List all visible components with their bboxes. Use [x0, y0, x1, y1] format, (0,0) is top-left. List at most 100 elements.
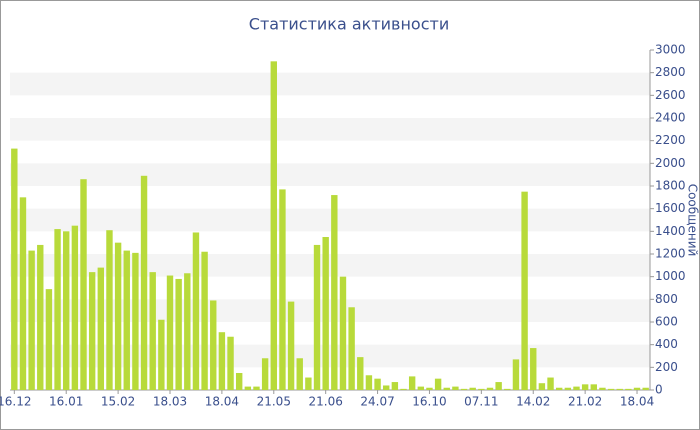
bar: [201, 251, 208, 390]
bar: [253, 386, 260, 390]
bar: [616, 388, 623, 390]
bar: [348, 307, 355, 390]
grid-band: [10, 344, 650, 368]
bar: [235, 373, 243, 390]
bar: [11, 148, 18, 390]
bar: [28, 250, 35, 390]
bar: [607, 388, 615, 390]
bar: [460, 388, 468, 390]
bar: [287, 301, 295, 390]
bar: [184, 273, 191, 390]
bar: [227, 336, 234, 390]
bar: [279, 189, 286, 390]
bar: [244, 386, 252, 390]
bar: [71, 225, 79, 390]
y-tick-label: 400: [655, 337, 678, 351]
bar: [331, 195, 338, 390]
bar: [486, 387, 494, 390]
y-tick-label: 1200: [655, 247, 686, 261]
bar: [175, 278, 182, 390]
bar: [322, 237, 329, 390]
bar: [218, 332, 226, 390]
y-tick-label: 800: [655, 292, 678, 306]
x-tick-label: 07.11: [464, 395, 498, 409]
bar: [555, 387, 563, 390]
bar: [106, 230, 113, 390]
bar: [63, 231, 70, 390]
bar: [296, 358, 303, 390]
bar: [417, 386, 425, 390]
bar: [391, 382, 399, 390]
bar: [37, 244, 44, 390]
y-tick-label: 2400: [655, 111, 686, 125]
x-tick-label: 21.05: [257, 395, 291, 409]
y-tick-label: 1400: [655, 224, 686, 238]
bar: [633, 387, 641, 390]
x-tick-label: 15.02: [101, 395, 135, 409]
bar: [19, 197, 27, 390]
bar: [88, 272, 96, 390]
bar: [400, 388, 407, 390]
bar: [357, 357, 364, 390]
y-tick-label: 3000: [655, 43, 686, 57]
bar: [469, 387, 476, 390]
bar: [599, 387, 606, 390]
x-tick-label: 21.02: [568, 395, 602, 409]
bar: [564, 387, 572, 390]
x-tick-label: 24.07: [360, 395, 394, 409]
bar: [590, 384, 597, 390]
bar: [140, 175, 148, 390]
bar: [547, 377, 554, 390]
y-tick-label: 0: [655, 383, 663, 397]
bar: [123, 250, 130, 390]
bar: [452, 386, 459, 390]
x-tick-label: 21.06: [308, 395, 342, 409]
x-tick-label: 18.04: [205, 395, 239, 409]
bar: [408, 376, 416, 390]
y-tick-label: 600: [655, 315, 678, 329]
x-tick-label: 18.04: [620, 395, 654, 409]
chart-title: Статистика активности: [249, 15, 449, 34]
bar: [521, 191, 528, 390]
bar: [45, 289, 53, 390]
bar: [495, 382, 502, 390]
bar: [504, 388, 511, 390]
bar: [530, 348, 537, 390]
bar: [538, 383, 546, 390]
bar: [210, 300, 217, 390]
bar: [374, 378, 381, 390]
x-tick-label: 16.10: [412, 395, 446, 409]
bar: [54, 229, 61, 390]
grid-band: [10, 208, 650, 232]
bar: [443, 387, 450, 390]
x-tick-label: 18.03: [153, 395, 187, 409]
bar: [313, 244, 321, 390]
grid-band: [10, 72, 650, 96]
bar: [434, 378, 442, 390]
y-tick-label: 1800: [655, 179, 686, 193]
y-tick-label: 200: [655, 360, 678, 374]
bar: [383, 385, 390, 390]
bar: [114, 242, 122, 390]
grid-band: [10, 299, 650, 322]
x-tick-label: 14.02: [516, 395, 550, 409]
bar: [642, 387, 649, 390]
bar: [158, 319, 165, 390]
grid-band: [10, 118, 650, 141]
bar: [625, 388, 632, 390]
y-tick-label: 2000: [655, 156, 686, 170]
bar: [80, 179, 87, 390]
bar: [270, 61, 277, 390]
y-tick-label: 2200: [655, 133, 686, 147]
bar: [365, 375, 373, 390]
grid-band: [10, 163, 650, 186]
bar: [426, 387, 433, 390]
y-tick-label: 1600: [655, 201, 686, 215]
bar: [478, 388, 485, 390]
bar: [512, 359, 520, 390]
bar: [149, 272, 156, 390]
bar: [305, 377, 312, 390]
grid-band: [10, 254, 650, 277]
x-tick-label: 16.01: [49, 395, 83, 409]
